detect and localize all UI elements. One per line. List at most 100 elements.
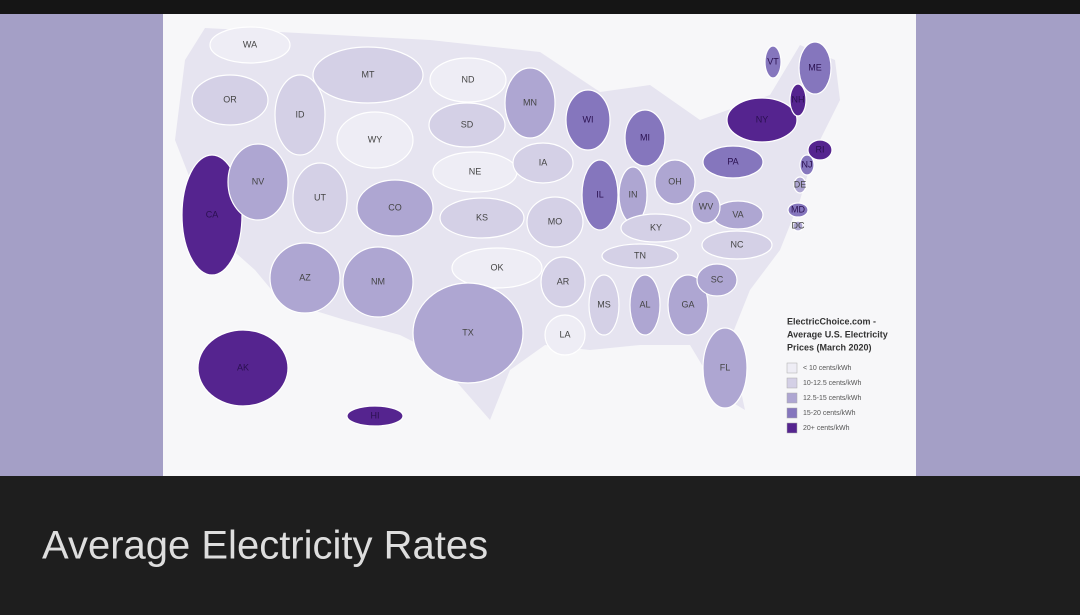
state-region [269,242,341,314]
state-region [526,196,584,248]
legend-swatch [786,392,798,404]
state-label: AK [237,362,249,372]
state-region [565,89,611,151]
state-label: NV [252,176,265,186]
state-label: NM [371,276,385,286]
state-label: AZ [299,272,311,282]
caption: Average Electricity Rates [42,524,488,568]
state-label: NH [792,94,805,104]
state-region [702,327,748,409]
legend-label: 20+ cents/kWh [803,425,850,432]
state-label: MT [362,69,375,79]
state-label: MO [548,216,563,226]
state-region [798,41,832,95]
state-region [292,162,348,234]
state-region [696,263,738,297]
state-region [227,143,289,221]
state-label: WV [699,201,714,211]
state-label: KY [650,222,662,232]
state-label: WY [368,134,383,144]
state-region [601,243,679,269]
state-label: WA [243,39,257,49]
state-region [807,139,833,161]
state-region [624,109,666,167]
state-region [312,46,424,104]
state-region [620,213,692,243]
state-label: TN [634,250,646,260]
state-region [654,159,696,205]
state-region [451,247,543,289]
state-region [439,197,525,239]
state-region [691,190,721,224]
state-region [336,111,414,169]
state-label: CA [206,209,219,219]
state-label: MS [597,299,611,309]
state-label: NJ [802,159,813,169]
state-region [793,176,807,194]
state-label: DC [792,220,805,230]
state-label: ND [462,74,475,84]
legend-swatch [786,362,798,374]
state-region [764,45,782,79]
state-label: OK [490,262,503,272]
state-label: VA [732,209,743,219]
state-label: VT [767,56,779,66]
state-label: NY [756,114,769,124]
legend-swatch [786,377,798,389]
state-region [191,74,269,126]
state-region [629,274,661,336]
state-label: ME [808,62,822,72]
legend-title: Average U.S. Electricity [787,329,888,339]
state-label: MI [640,132,650,142]
state-label: MN [523,97,537,107]
top-bar [0,0,1080,14]
state-region [588,274,620,336]
state-label: AR [557,276,570,286]
state-label: IL [596,189,604,199]
state-label: DE [794,179,807,189]
state-label: LA [559,329,570,339]
state-region [540,256,586,308]
state-region [512,142,574,184]
state-region [667,274,709,336]
state-label: GA [681,299,694,309]
legend-label: < 10 cents/kWh [803,365,852,372]
legend-label: 12.5-15 cents/kWh [803,395,861,402]
state-label: IA [539,157,548,167]
state-region [504,67,556,139]
state-region [412,282,524,384]
legend-swatch [786,407,798,419]
legend-label: 10-12.5 cents/kWh [803,380,861,387]
legend-title: ElectricChoice.com - [787,316,876,326]
state-region [792,220,804,232]
state-region [701,230,773,260]
state-label: ID [296,109,306,119]
state-region [342,246,414,318]
state-region [789,83,807,117]
state-label: MD [791,204,805,214]
state-label: RI [816,144,825,154]
state-region [209,26,291,64]
state-region [197,329,289,407]
state-region [356,179,434,237]
state-label: OH [668,176,682,186]
state-label: TX [462,327,474,337]
caption-bar [0,476,1080,610]
state-label: IN [629,189,638,199]
legend: ElectricChoice.com - Average U.S. Electri… [786,316,888,434]
state-region [581,159,619,231]
state-region [429,57,507,103]
state-label: AL [639,299,650,309]
state-region [274,74,326,156]
legend-swatch [786,422,798,434]
state-label: CO [388,202,402,212]
state-region [544,314,586,356]
state-region [346,405,404,427]
state-region [787,202,809,218]
state-region [702,145,764,179]
states: WA OR CA NV ID MT WY UT CO AZ NM ND SD NE KS OK TX MN IA MO… [181,26,833,427]
state-region [428,102,506,148]
state-label: NE [469,166,482,176]
